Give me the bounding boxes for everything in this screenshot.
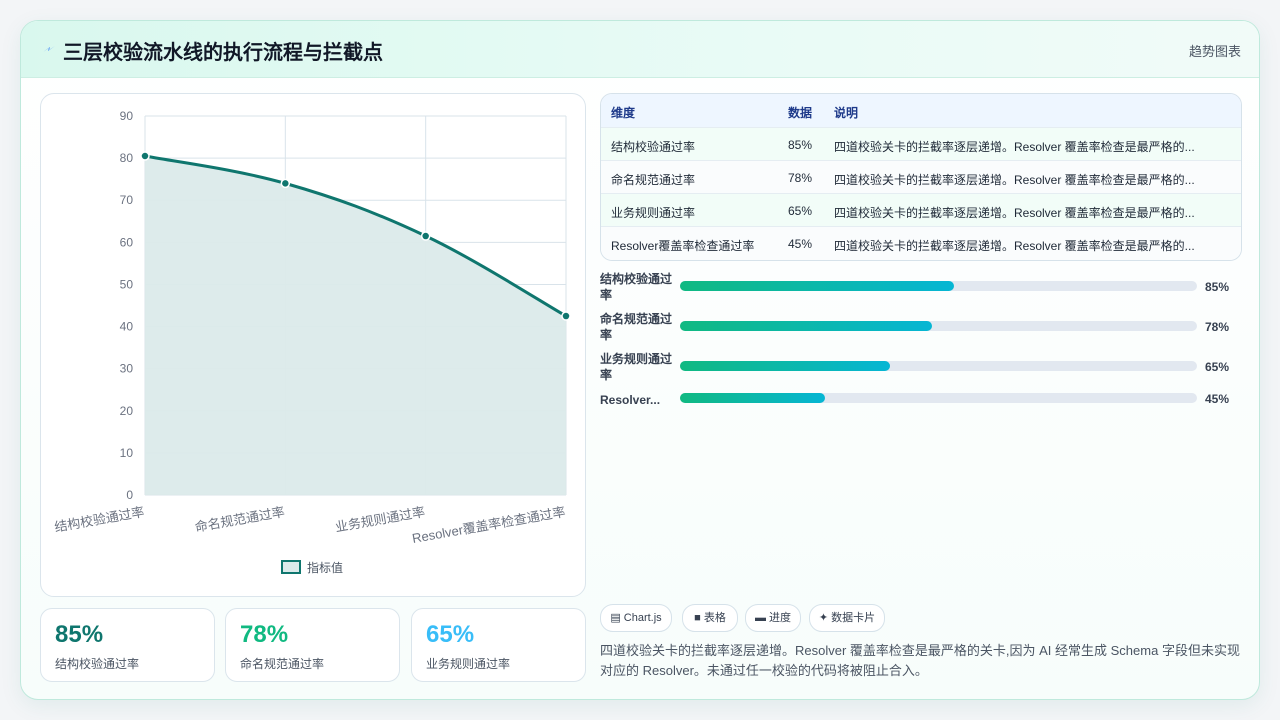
progress-value: 65%: [1205, 360, 1230, 374]
kpi-value: 78%: [240, 621, 289, 648]
kpi-label: 业务规则通过率: [426, 657, 511, 671]
progress-value: 78%: [1205, 320, 1230, 334]
table-row: Resolver覆盖率检查通过率 45% 四道校验关卡的拦截率逐层递增。Reso…: [601, 226, 1241, 260]
table-cell-name: 命名规范通过率: [611, 173, 696, 187]
table-header-cell: 数据: [788, 106, 813, 120]
table-cell-value: 85%: [788, 138, 813, 152]
main-card: 三层校验流水线的执行流程与拦截点 趋势图表 0 10 20 30 40 50 60 70 80 9…: [20, 20, 1260, 700]
table-header-cell: 维度: [611, 106, 636, 120]
x-tick-label: Resolver覆盖率检查通过率: [411, 504, 567, 546]
progress-track: [680, 393, 1197, 403]
description-text: 四道校验关卡的拦截率逐层递增。Resolver 覆盖率检查是最严格的关卡,因为 …: [600, 643, 1240, 678]
chip-progress[interactable]: ▬ 进度: [745, 604, 801, 632]
data-point: [140, 151, 150, 161]
progress-fill: [680, 321, 932, 331]
y-tick-label: 50: [120, 277, 134, 291]
y-tick-label: 20: [120, 404, 134, 418]
table-row: 业务规则通过率 65% 四道校验关卡的拦截率逐层递增。Resolver 覆盖率检…: [601, 193, 1241, 227]
progress-row: 结构校验通过率 85%: [600, 271, 1240, 305]
table-cell-note: 四道校验关卡的拦截率逐层递增。Resolver 覆盖率检查是最严格的...: [834, 173, 1195, 187]
table-cell-name: 业务规则通过率: [611, 206, 696, 220]
series-line: [144, 154, 567, 318]
progress-label: 命名规范通过率: [600, 312, 673, 342]
chip-label: 数据卡片: [831, 612, 876, 624]
data-point: [561, 311, 571, 321]
y-tick-label: 40: [120, 320, 134, 334]
x-tick-label: 结构校验通过率: [53, 504, 145, 535]
table-cell-name: 结构校验通过率: [611, 140, 696, 154]
table-cell-value: 78%: [788, 171, 813, 185]
y-tick-label: 70: [120, 193, 134, 207]
progress-fill: [680, 281, 954, 291]
data-point: [280, 178, 291, 189]
progress-row: Resolver... 45%: [600, 391, 1240, 425]
progress-icon: ▬: [754, 612, 766, 624]
header: 三层校验流水线的执行流程与拦截点 趋势图表: [21, 21, 1259, 78]
lightning-icon: [43, 46, 55, 52]
x-tick-label: 命名规范通过率: [194, 504, 286, 535]
table-cell-name: Resolver覆盖率检查通过率: [611, 239, 755, 253]
table-cell-note: 四道校验关卡的拦截率逐层递增。Resolver 覆盖率检查是最严格的...: [834, 206, 1195, 220]
progress-label: 结构校验通过率: [600, 272, 673, 302]
table-cell-note: 四道校验关卡的拦截率逐层递增。Resolver 覆盖率检查是最严格的...: [834, 239, 1195, 253]
table-icon: ■: [694, 612, 701, 624]
chip-label: 表格: [703, 612, 726, 624]
table-cell-value: 45%: [788, 237, 813, 251]
kpi-card-3: 65% 业务规则通过率: [411, 608, 586, 682]
chip-table[interactable]: ■ 表格: [682, 604, 738, 632]
page-title: 三层校验流水线的执行流程与拦截点: [63, 42, 383, 64]
chip-data-card[interactable]: ✦ 数据卡片: [809, 604, 885, 632]
table-cell-note: 四道校验关卡的拦截率逐层递增。Resolver 覆盖率检查是最严格的...: [834, 140, 1195, 154]
table-header-row: 维度 数据 说明: [601, 94, 1241, 127]
progress-track: [680, 321, 1197, 331]
progress-track: [680, 361, 1197, 371]
chip-label: Chart.js: [623, 612, 662, 624]
progress-fill: [680, 361, 890, 371]
kpi-value: 65%: [426, 621, 475, 648]
progress-value: 85%: [1205, 280, 1230, 294]
kpi-card-1: 85% 结构校验通过率: [40, 608, 215, 682]
sparkle-icon: ✦: [818, 612, 829, 624]
progress-fill: [680, 393, 826, 403]
progress-row: 命名规范通过率 78%: [600, 311, 1240, 345]
kpi-value: 85%: [55, 621, 104, 648]
data-point: [420, 231, 431, 241]
y-tick-label: 80: [120, 151, 134, 165]
kpi-card-2: 78% 命名规范通过率: [225, 608, 400, 682]
chart-panel: 0 10 20 30 40 50 60 70 80 90 结构校验通过率 命名规范通过率 业务规则通过率…: [40, 93, 586, 597]
y-tick-label: 60: [120, 235, 134, 249]
legend-swatch: [281, 560, 301, 574]
table-cell-value: 65%: [788, 204, 813, 218]
table-row: 命名规范通过率 78% 四道校验关卡的拦截率逐层递增。Resolver 覆盖率检…: [601, 160, 1241, 194]
legend-label: 指标值: [307, 560, 343, 575]
data-table: 维度 数据 说明 结构校验通过率 85% 四道校验关卡的拦截率逐层递增。Reso…: [600, 93, 1242, 261]
kpi-label: 结构校验通过率: [55, 657, 140, 671]
table-row: 结构校验通过率 85% 四道校验关卡的拦截率逐层递增。Resolver 覆盖率检…: [601, 127, 1241, 161]
chip-chartjs[interactable]: ▤ Chart.js: [600, 604, 672, 632]
progress-row: 业务规则通过率 65%: [600, 351, 1240, 385]
progress-label: 业务规则通过率: [600, 352, 673, 382]
progress-label: Resolver...: [600, 393, 661, 407]
chip-label: 进度: [769, 612, 792, 624]
series-area: [145, 156, 566, 495]
y-tick-label: 0: [126, 488, 133, 502]
kpi-label: 命名规范通过率: [240, 657, 325, 671]
chart-type-tag[interactable]: 趋势图表: [1188, 44, 1241, 59]
y-tick-label: 90: [120, 109, 134, 123]
progress-track: [680, 281, 1197, 291]
y-tick-label: 30: [120, 362, 134, 376]
progress-value: 45%: [1205, 392, 1230, 406]
y-tick-label: 10: [120, 446, 134, 460]
table-header-cell: 说明: [834, 106, 859, 120]
chart-icon: ▤: [610, 612, 621, 624]
